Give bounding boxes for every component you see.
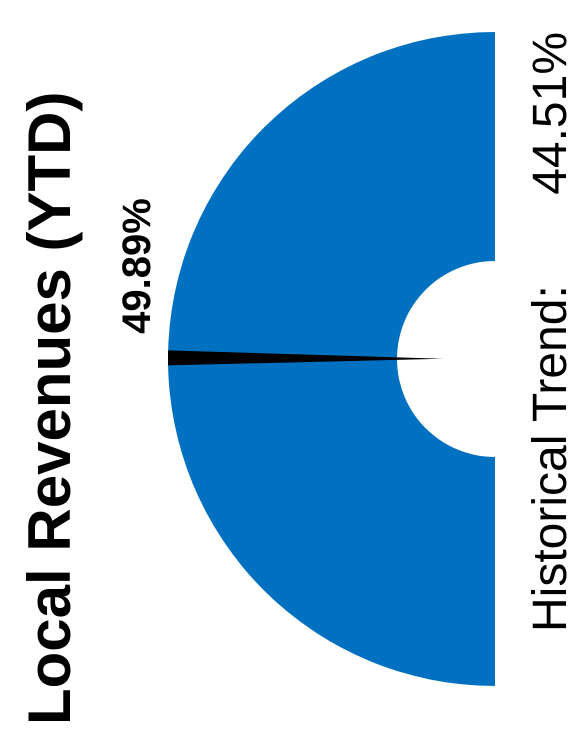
chart-title: Local Revenues (YTD) xyxy=(16,92,83,726)
gauge-value-label: 49.89% xyxy=(115,198,159,334)
historical-trend-label: Historical Trend: xyxy=(524,285,572,632)
historical-trend-value: 44.51% xyxy=(524,32,572,195)
